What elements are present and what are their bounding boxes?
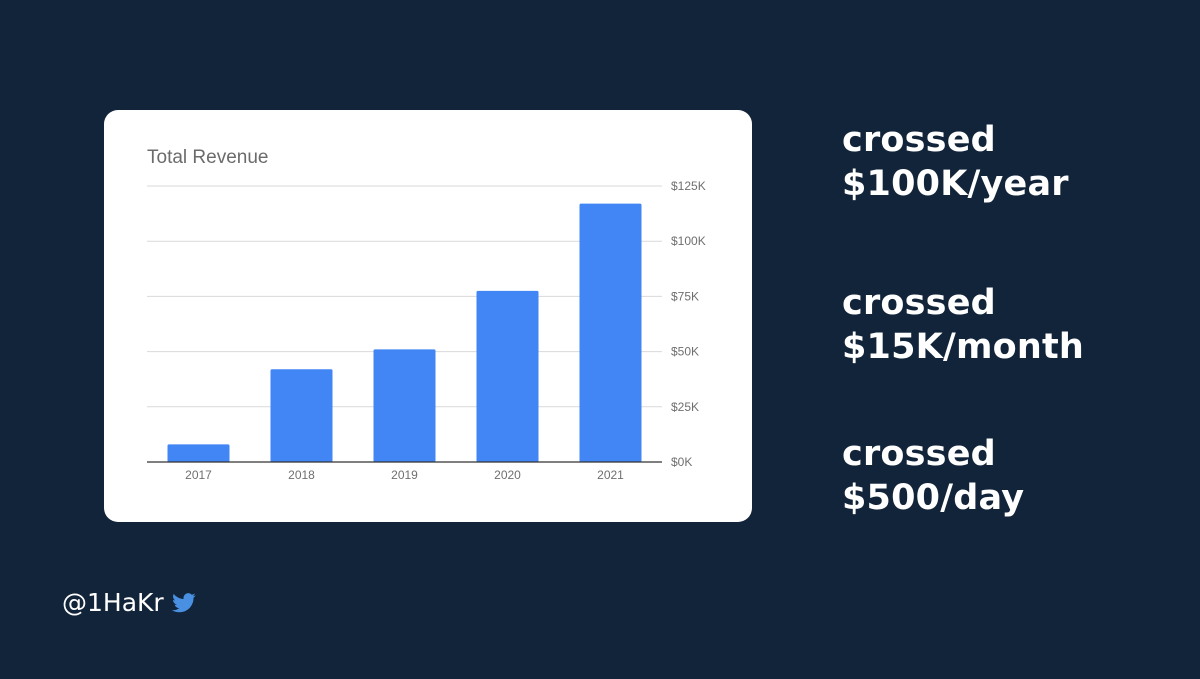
y-tick-label: $125K: [671, 179, 706, 193]
milestone-monthly-line2: $15K/month: [842, 327, 1085, 367]
twitter-handle[interactable]: @1HaKr: [62, 588, 196, 617]
bar-2021: [579, 203, 642, 462]
y-tick-label: $0K: [671, 455, 692, 469]
y-tick-label: $100K: [671, 234, 706, 248]
x-tick-label: 2018: [288, 468, 315, 482]
revenue-chart: $0K $25K $50K $75K $100K $125K 2017 2018 2019 202…: [147, 179, 706, 482]
y-tick-label: $50K: [671, 345, 699, 359]
handle-text: @1HaKr: [62, 588, 164, 617]
x-tick-label: 2021: [597, 468, 624, 482]
milestone-monthly-line1: crossed: [842, 283, 996, 323]
x-tick-label: 2019: [391, 468, 418, 482]
bar-2017: [167, 444, 230, 462]
revenue-chart-card: $0K $25K $50K $75K $100K $125K 2017 2018 2019 202…: [104, 110, 752, 522]
bar-2020: [476, 290, 539, 462]
milestone-yearly: crossed $100K/year: [842, 118, 1069, 206]
milestone-daily-line1: crossed: [842, 434, 996, 474]
y-tick-label: $25K: [671, 400, 699, 414]
milestone-yearly-line1: crossed: [842, 120, 996, 160]
x-tick-label: 2017: [185, 468, 212, 482]
milestone-daily: crossed $500/day: [842, 432, 1024, 520]
bar-2018: [270, 369, 333, 462]
milestone-monthly: crossed $15K/month: [842, 281, 1084, 369]
milestone-yearly-line2: $100K/year: [842, 164, 1069, 204]
bar-2019: [373, 349, 436, 462]
y-tick-label: $75K: [671, 289, 699, 303]
twitter-bird-icon: [171, 592, 196, 612]
x-tick-label: 2020: [494, 468, 521, 482]
milestone-daily-line2: $500/day: [842, 478, 1025, 518]
chart-title: Total Revenue: [147, 147, 269, 168]
